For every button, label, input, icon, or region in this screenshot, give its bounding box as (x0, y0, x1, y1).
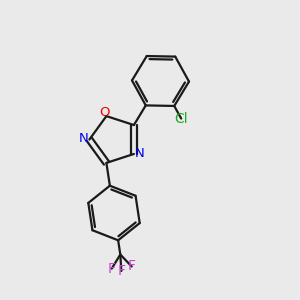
Text: F: F (108, 262, 116, 276)
Text: N: N (79, 132, 89, 145)
Text: Cl: Cl (174, 112, 188, 126)
Text: F: F (117, 264, 125, 278)
Text: F: F (128, 260, 136, 274)
Text: N: N (134, 147, 144, 160)
Text: O: O (100, 106, 110, 119)
